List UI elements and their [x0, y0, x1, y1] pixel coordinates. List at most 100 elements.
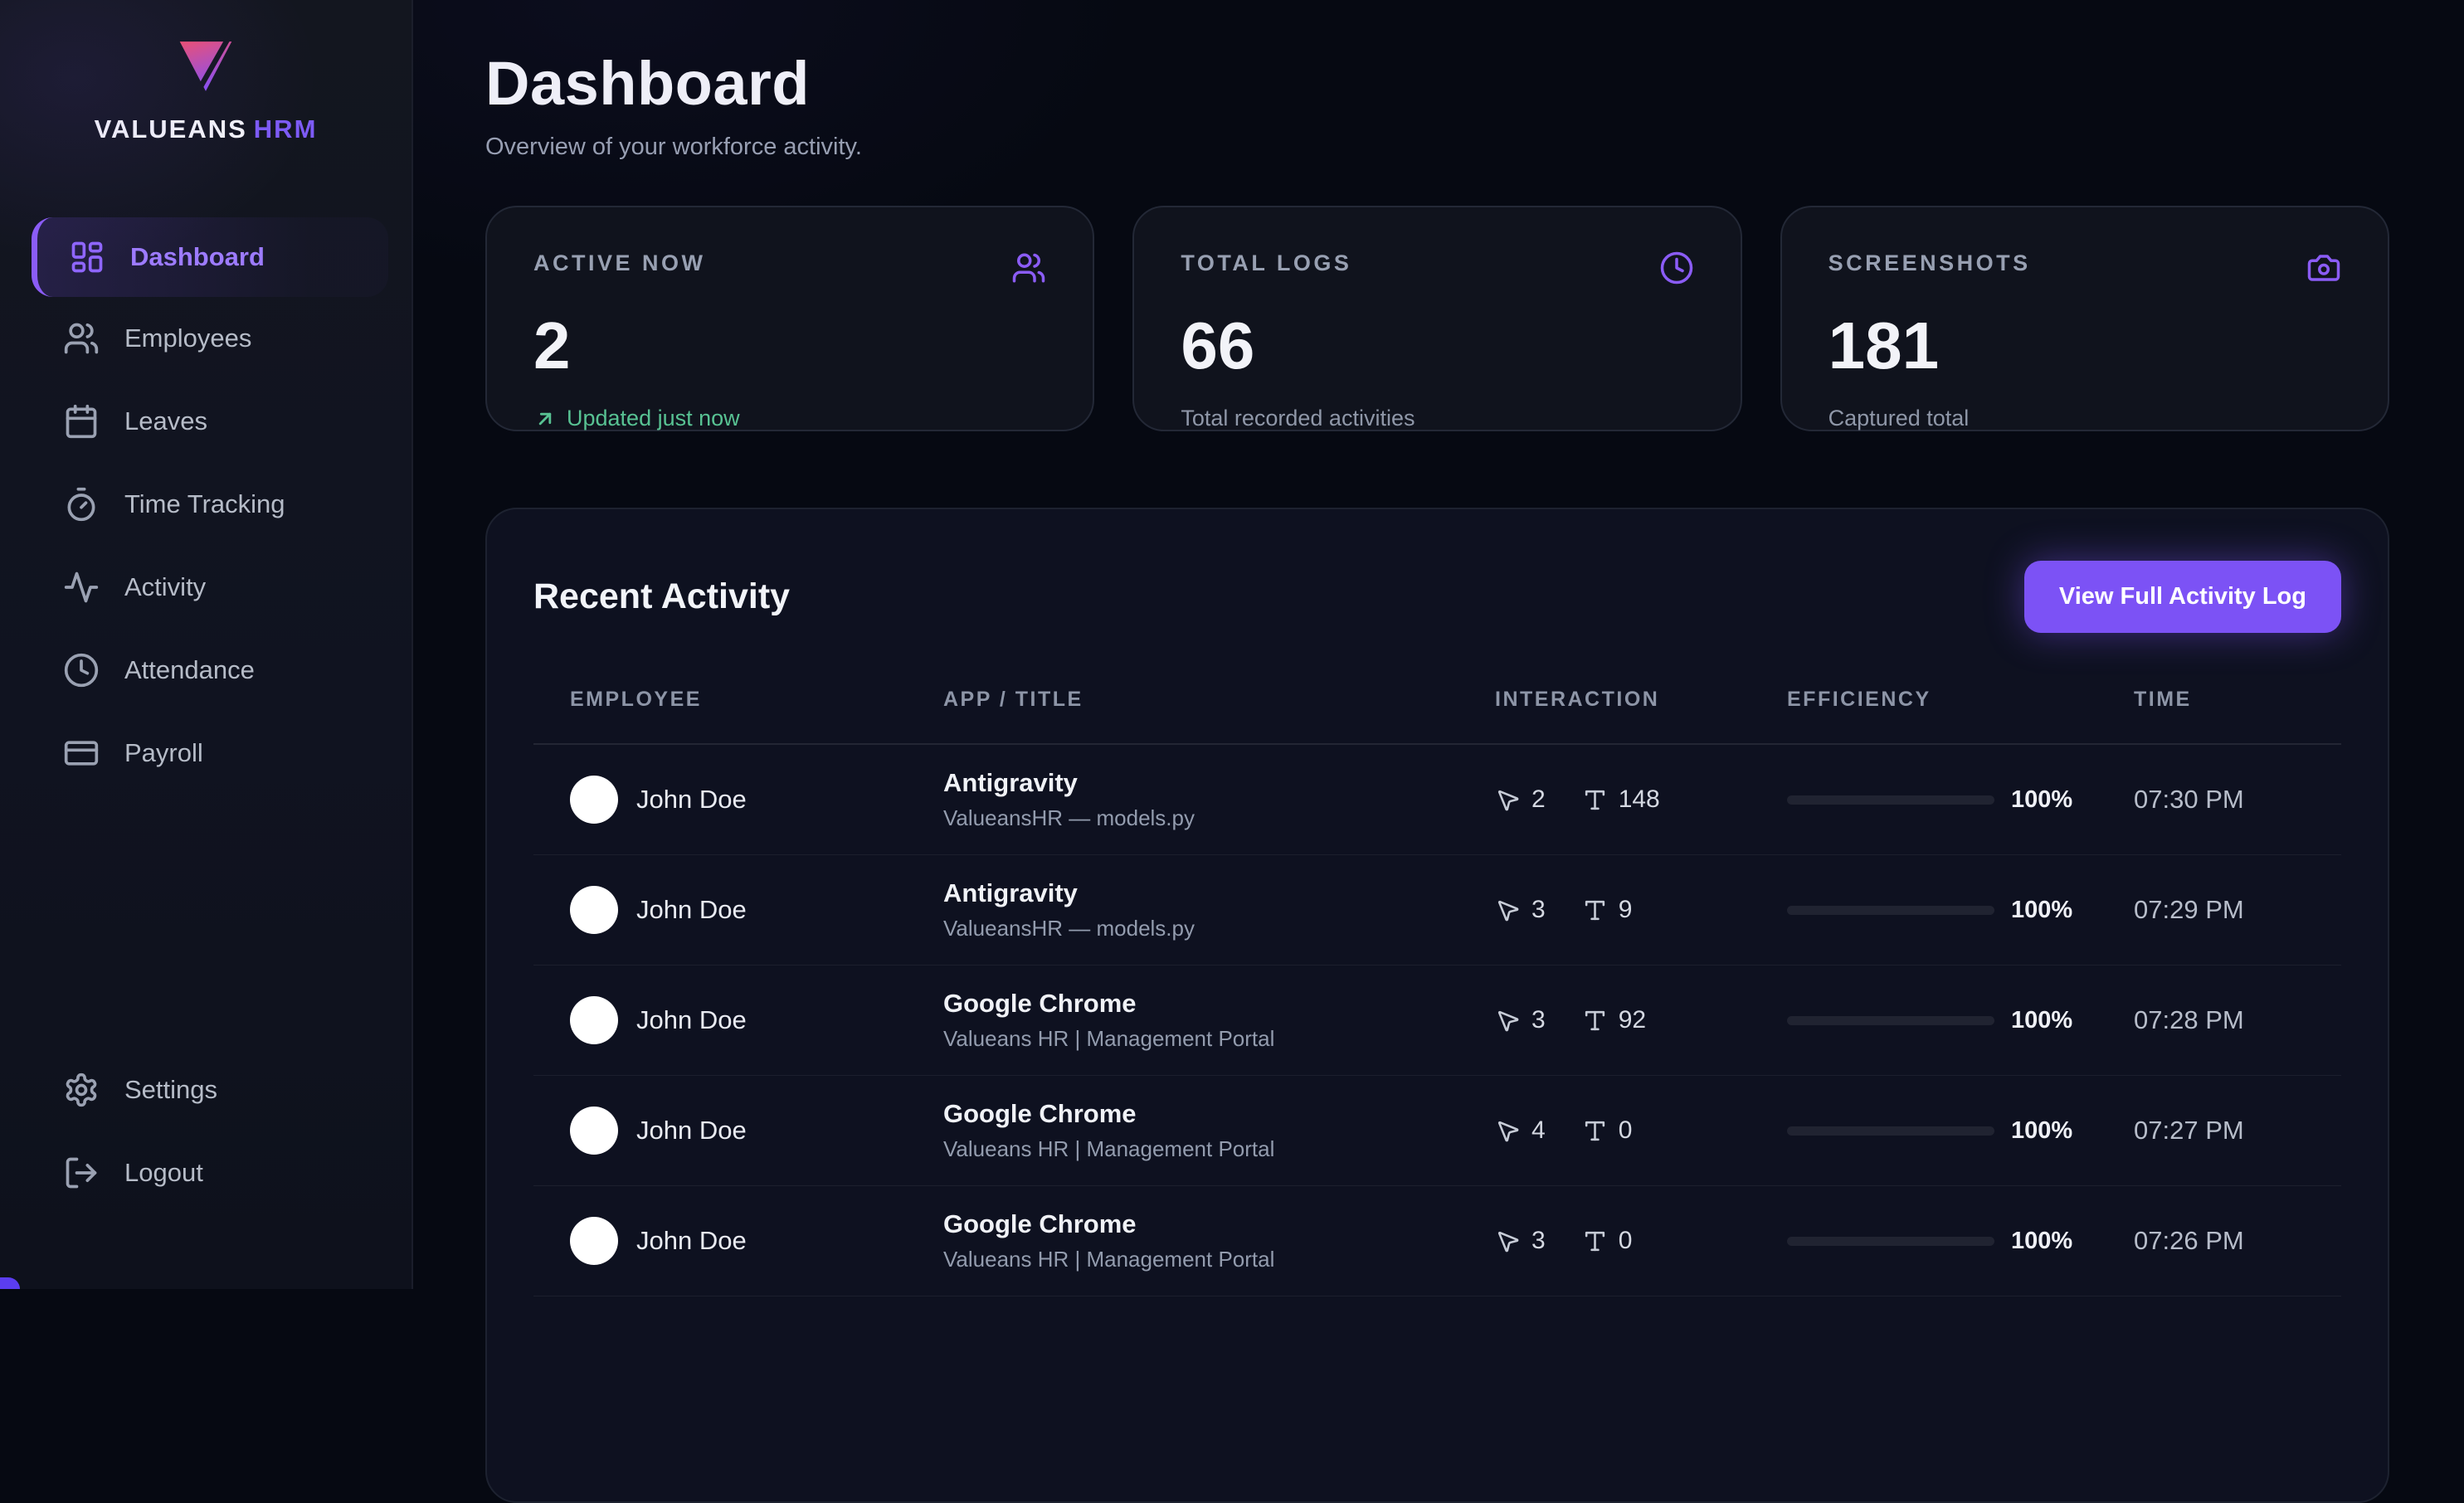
page-title: Dashboard — [485, 48, 2389, 119]
efficiency-value: 100% — [2011, 1228, 2072, 1255]
stat-caption: Captured total — [1829, 406, 2341, 431]
type-icon — [1582, 1228, 1608, 1254]
table-row: John Doe Antigravity ValueansHR — models… — [533, 855, 2341, 966]
brand-name: VALUEANSHRM — [95, 114, 318, 144]
mouse-pointer-icon — [1495, 897, 1521, 923]
sidebar-item-logout[interactable]: Logout — [0, 1131, 395, 1214]
sidebar-item-label: Activity — [124, 572, 206, 602]
stat-value: 181 — [1829, 308, 2341, 384]
mouse-pointer-icon — [1495, 1118, 1521, 1144]
app-cell: Google Chrome Valueans HR | Management P… — [943, 989, 1495, 1052]
gear-icon — [63, 1072, 100, 1108]
employee-cell: John Doe — [570, 886, 943, 934]
sidebar-item-attendance[interactable]: Attendance — [0, 629, 395, 712]
column-header-time: TIME — [2134, 688, 2341, 712]
employee-name: John Doe — [636, 1116, 747, 1145]
app-subtitle: Valueans HR | Management Portal — [943, 1026, 1495, 1052]
sidebar-item-settings[interactable]: Settings — [0, 1048, 395, 1131]
mouse-pointer-icon — [1495, 1228, 1521, 1254]
stat-label: ACTIVE NOW — [533, 250, 706, 276]
app-name: Google Chrome — [943, 1209, 1495, 1239]
time-cell: 07:30 PM — [2134, 785, 2341, 815]
time-cell: 07:27 PM — [2134, 1116, 2341, 1145]
sidebar-item-time-tracking[interactable]: Time Tracking — [0, 463, 395, 546]
clicks-count: 4 — [1531, 1116, 1546, 1145]
app-subtitle: Valueans HR | Management Portal — [943, 1247, 1495, 1272]
efficiency-bar-track — [1787, 795, 1994, 805]
employee-cell: John Doe — [570, 996, 943, 1044]
time-cell: 07:28 PM — [2134, 1005, 2341, 1035]
table-row: John Doe Google Chrome Valueans HR | Man… — [533, 1076, 2341, 1186]
app-subtitle: ValueansHR — models.py — [943, 805, 1495, 831]
app-subtitle: ValueansHR — models.py — [943, 916, 1495, 941]
app-cell: Antigravity ValueansHR — models.py — [943, 768, 1495, 831]
activity-table-header: EMPLOYEE APP / TITLE INTERACTION EFFICIE… — [533, 688, 2341, 745]
interaction-cell: 3 0 — [1495, 1227, 1787, 1255]
avatar — [570, 776, 618, 824]
sidebar-item-employees[interactable]: Employees — [0, 297, 395, 380]
type-icon — [1582, 1118, 1608, 1144]
sidebar-item-leaves[interactable]: Leaves — [0, 380, 395, 463]
clock-icon — [1659, 250, 1694, 289]
sidebar-item-label: Employees — [124, 323, 251, 353]
sidebar-item-dashboard[interactable]: Dashboard — [32, 217, 388, 297]
sidebar-item-activity[interactable]: Activity — [0, 546, 395, 629]
brand-name-accent: HRM — [254, 114, 318, 143]
avatar — [570, 1107, 618, 1155]
efficiency-cell: 100% — [1787, 1228, 2134, 1255]
interaction-cell: 3 9 — [1495, 896, 1787, 924]
clicks-group: 2 — [1495, 786, 1546, 814]
interaction-cell: 3 92 — [1495, 1006, 1787, 1034]
sidebar-item-label: Settings — [124, 1075, 217, 1105]
interaction-cell: 4 0 — [1495, 1116, 1787, 1145]
efficiency-value: 100% — [2011, 1117, 2072, 1145]
employee-cell: John Doe — [570, 1107, 943, 1155]
keystrokes-group: 92 — [1582, 1006, 1646, 1034]
stat-label: SCREENSHOTS — [1829, 250, 2031, 276]
stat-caption: Updated just now — [533, 406, 1046, 431]
trend-up-icon — [533, 407, 557, 430]
efficiency-cell: 100% — [1787, 1117, 2134, 1145]
keystrokes-group: 148 — [1582, 786, 1660, 814]
users-icon — [1011, 250, 1046, 289]
avatar — [570, 996, 618, 1044]
sidebar-nav: Dashboard Employees Leaves Time Tracking… — [0, 217, 411, 795]
timer-icon — [63, 486, 100, 523]
interaction-cell: 2 148 — [1495, 786, 1787, 814]
app-cell: Google Chrome Valueans HR | Management P… — [943, 1209, 1495, 1272]
table-row: John Doe Antigravity ValueansHR — models… — [533, 745, 2341, 855]
stats-row: ACTIVE NOW 2 Updated just now TOTAL LOGS — [485, 206, 2389, 431]
clicks-group: 4 — [1495, 1116, 1546, 1145]
employee-name: John Doe — [636, 895, 747, 925]
table-row: John Doe Google Chrome Valueans HR | Man… — [533, 1186, 2341, 1296]
logout-icon — [63, 1155, 100, 1191]
app-name: Antigravity — [943, 768, 1495, 798]
keystrokes-count: 0 — [1619, 1116, 1633, 1145]
type-icon — [1582, 897, 1608, 923]
stat-card-total-logs: TOTAL LOGS 66 Total recorded activities — [1132, 206, 1741, 431]
sidebar-item-payroll[interactable]: Payroll — [0, 712, 395, 795]
avatar — [570, 1217, 618, 1265]
stat-caption: Total recorded activities — [1181, 406, 1693, 431]
keystrokes-group: 9 — [1582, 896, 1633, 924]
keystrokes-group: 0 — [1582, 1227, 1633, 1255]
keystrokes-group: 0 — [1582, 1116, 1633, 1145]
view-full-activity-log-button[interactable]: View Full Activity Log — [2024, 561, 2341, 633]
efficiency-bar-track — [1787, 906, 1994, 915]
keystrokes-count: 92 — [1619, 1006, 1646, 1034]
column-header-app-title: APP / TITLE — [943, 688, 1495, 712]
sidebar: VALUEANSHRM Dashboard Employees Leaves T… — [0, 0, 413, 1289]
clicks-group: 3 — [1495, 896, 1546, 924]
efficiency-value: 100% — [2011, 897, 2072, 924]
mouse-pointer-icon — [1495, 1008, 1521, 1034]
app-cell: Google Chrome Valueans HR | Management P… — [943, 1099, 1495, 1162]
stat-value: 2 — [533, 308, 1046, 384]
efficiency-value: 100% — [2011, 786, 2072, 814]
efficiency-bar-track — [1787, 1126, 1994, 1136]
employee-name: John Doe — [636, 1226, 747, 1256]
stat-value: 66 — [1181, 308, 1693, 384]
sidebar-item-label: Payroll — [124, 738, 203, 768]
employee-cell: John Doe — [570, 1217, 943, 1265]
stat-card-screenshots: SCREENSHOTS 181 Captured total — [1780, 206, 2389, 431]
app-name: Google Chrome — [943, 1099, 1495, 1129]
